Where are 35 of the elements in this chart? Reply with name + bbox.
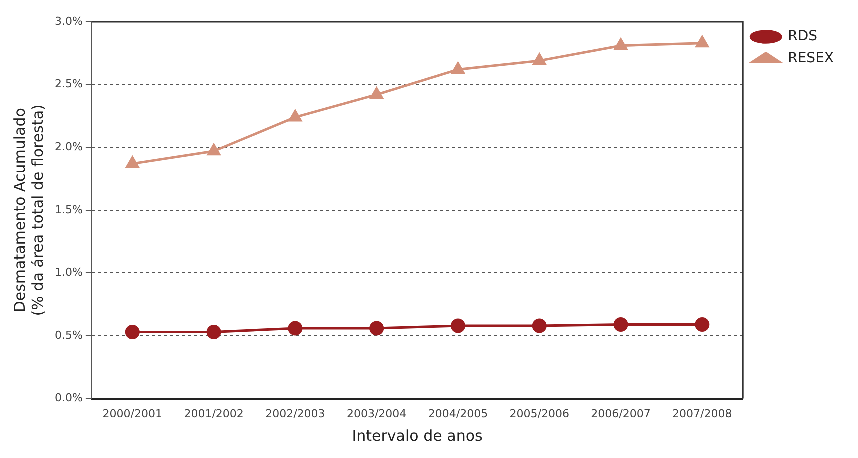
point — [208, 144, 220, 156]
y-tick-label: 2.5% — [54, 78, 83, 91]
x-tick-label: 2004/2005 — [428, 407, 488, 420]
x-tick-label: 2002/2003 — [266, 407, 326, 420]
point — [695, 317, 710, 332]
x-tick-label: 2007/2008 — [672, 407, 732, 420]
legend-label: RESEX — [788, 50, 834, 67]
point — [614, 38, 628, 50]
y-tick-label: 0.5% — [54, 328, 83, 342]
x-axis-title: Intervalo de anos — [352, 426, 484, 445]
x-tick-label: 2001/2002 — [184, 407, 244, 420]
point — [452, 62, 465, 74]
x-tick-label: 2006/2007 — [591, 407, 651, 420]
y-axis-title: Desmatamento Acumulado (% da área total de floresta) — [10, 104, 47, 316]
point — [696, 36, 709, 48]
legend-label: RDS — [788, 28, 818, 45]
point — [533, 54, 546, 66]
y-tick-label: 0.0% — [54, 392, 83, 405]
x-tick-label: 2003/2004 — [346, 407, 407, 420]
point — [532, 318, 547, 334]
y-tick-label: 3.0% — [54, 14, 83, 28]
point — [614, 317, 628, 332]
y-tick-label: 1.5% — [54, 203, 83, 216]
y-tick-label: 1.0% — [54, 266, 83, 280]
point — [125, 324, 140, 340]
y-tick-label: 2.0% — [54, 140, 83, 154]
point — [126, 156, 140, 168]
point — [288, 321, 303, 336]
point — [206, 324, 222, 340]
point — [450, 318, 466, 334]
x-tick-label: 2005/2006 — [510, 407, 570, 420]
point — [370, 321, 384, 336]
point — [370, 88, 384, 100]
x-tick-label: 2000/2001 — [102, 407, 162, 420]
point — [288, 110, 302, 122]
